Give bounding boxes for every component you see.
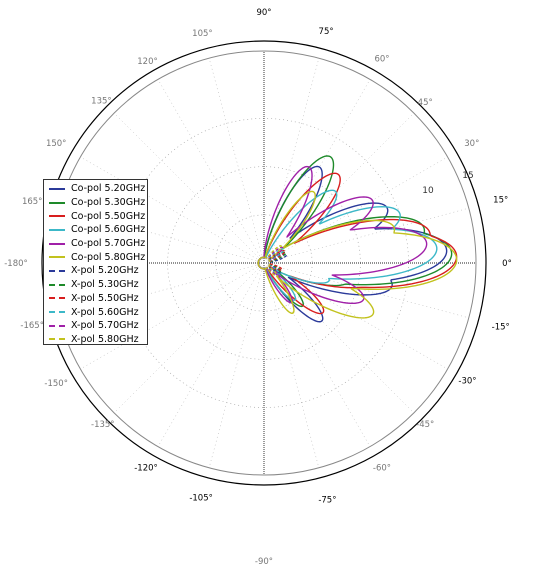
angle-tick-label: -120° <box>134 463 158 473</box>
grid-spoke <box>263 58 320 264</box>
grid-spoke <box>157 262 265 447</box>
angle-tick-label: 150° <box>46 139 66 149</box>
radial-tick-label: 15 <box>462 171 473 181</box>
legend-swatch <box>49 187 65 190</box>
angle-tick-label: 75° <box>319 27 334 37</box>
legend-item: X-pol 5.80GHz <box>44 333 147 347</box>
angle-tick-label: -60° <box>373 463 391 473</box>
angle-tick-label: -45° <box>416 420 434 430</box>
legend-swatch <box>49 256 65 259</box>
series-line <box>257 249 286 271</box>
legend-label: Co-pol 5.20GHz <box>71 183 146 195</box>
legend-swatch <box>49 283 65 286</box>
angle-tick-label: -90° <box>255 557 273 567</box>
grid-spoke <box>263 262 320 468</box>
legend-label: Co-pol 5.80GHz <box>71 251 146 263</box>
grid-spoke <box>113 112 265 264</box>
legend-swatch <box>49 324 65 327</box>
legend-label: Co-pol 5.50GHz <box>71 210 146 222</box>
legend-item: Co-pol 5.50GHz <box>44 209 147 223</box>
grid-spoke <box>263 262 371 447</box>
legend-swatch <box>49 228 65 231</box>
legend-swatch <box>49 242 65 245</box>
angle-tick-label: 15° <box>493 196 508 206</box>
angle-tick-label: 0° <box>502 259 512 269</box>
angle-tick-label: -135° <box>91 420 115 430</box>
angle-tick-label: 90° <box>256 8 271 18</box>
angle-tick-label: 135° <box>91 96 111 106</box>
series-group <box>257 155 458 323</box>
legend-item: Co-pol 5.70GHz <box>44 237 147 251</box>
grid-spoke <box>113 262 265 414</box>
angle-tick-label: -105° <box>189 494 213 504</box>
grid-spoke <box>157 79 265 264</box>
legend-swatch <box>49 297 65 300</box>
legend-item: Co-pol 5.80GHz <box>44 250 147 264</box>
angle-tick-label: -15° <box>492 322 510 332</box>
legend-item: X-pol 5.60GHz <box>44 305 147 319</box>
angle-tick-label: -165° <box>20 321 44 331</box>
legend-swatch <box>49 311 65 314</box>
grid-spoke <box>80 262 265 370</box>
angle-tick-label: 120° <box>137 57 157 67</box>
grid-spoke <box>263 112 415 264</box>
radial-tick-label: 10 <box>422 186 434 196</box>
legend-label: X-pol 5.20GHz <box>71 265 139 277</box>
legend-label: Co-pol 5.60GHz <box>71 224 146 236</box>
grid-spoke <box>263 262 469 319</box>
angle-tick-label: 105° <box>192 29 212 39</box>
polar-grid: 10 15 <box>41 40 487 486</box>
grid-spoke <box>263 207 469 264</box>
legend-item: X-pol 5.30GHz <box>44 278 147 292</box>
legend-swatch <box>49 338 65 341</box>
angle-tick-label: 30° <box>464 139 479 149</box>
legend-swatch <box>49 215 65 218</box>
angle-tick-label: 60° <box>374 55 389 65</box>
legend-item: X-pol 5.70GHz <box>44 319 147 333</box>
legend-item: Co-pol 5.20GHz <box>44 182 147 196</box>
grid-spoke <box>263 79 371 264</box>
outer-ring <box>41 40 487 486</box>
legend-swatch <box>49 269 65 272</box>
legend-swatch <box>49 201 65 204</box>
legend-item: X-pol 5.20GHz <box>44 264 147 278</box>
legend-label: X-pol 5.60GHz <box>71 306 139 318</box>
grid-spoke <box>208 58 265 264</box>
legend: Co-pol 5.20GHz Co-pol 5.30GHz Co-pol 5.50G… <box>43 179 148 345</box>
legend-label: Co-pol 5.30GHz <box>71 197 146 209</box>
legend-label: X-pol 5.80GHz <box>71 333 139 345</box>
legend-item: X-pol 5.50GHz <box>44 292 147 306</box>
series-line <box>257 245 282 278</box>
legend-item: Co-pol 5.30GHz <box>44 196 147 210</box>
angle-ticks: 0° 15° 30° 45° 60° 75° 90° 105° 120° 135° 150° 165°… <box>4 8 512 567</box>
angle-tick-label: -30° <box>458 377 476 387</box>
legend-label: X-pol 5.70GHz <box>71 320 139 332</box>
grid-spoke <box>263 262 448 370</box>
grid-spoke <box>80 156 265 264</box>
angle-tick-label: -75° <box>318 496 336 506</box>
grid-spoke <box>208 262 265 468</box>
angle-tick-label: 45° <box>418 98 433 108</box>
angle-tick-label: 165° <box>22 197 42 207</box>
angle-tick-label: -150° <box>44 379 68 389</box>
legend-label: Co-pol 5.70GHz <box>71 238 146 250</box>
angle-tick-label: -180° <box>4 259 28 269</box>
legend-item: Co-pol 5.60GHz <box>44 223 147 237</box>
grid-spoke <box>263 156 448 264</box>
legend-label: X-pol 5.30GHz <box>71 279 139 291</box>
legend-label: X-pol 5.50GHz <box>71 292 139 304</box>
grid-spoke <box>263 262 415 414</box>
